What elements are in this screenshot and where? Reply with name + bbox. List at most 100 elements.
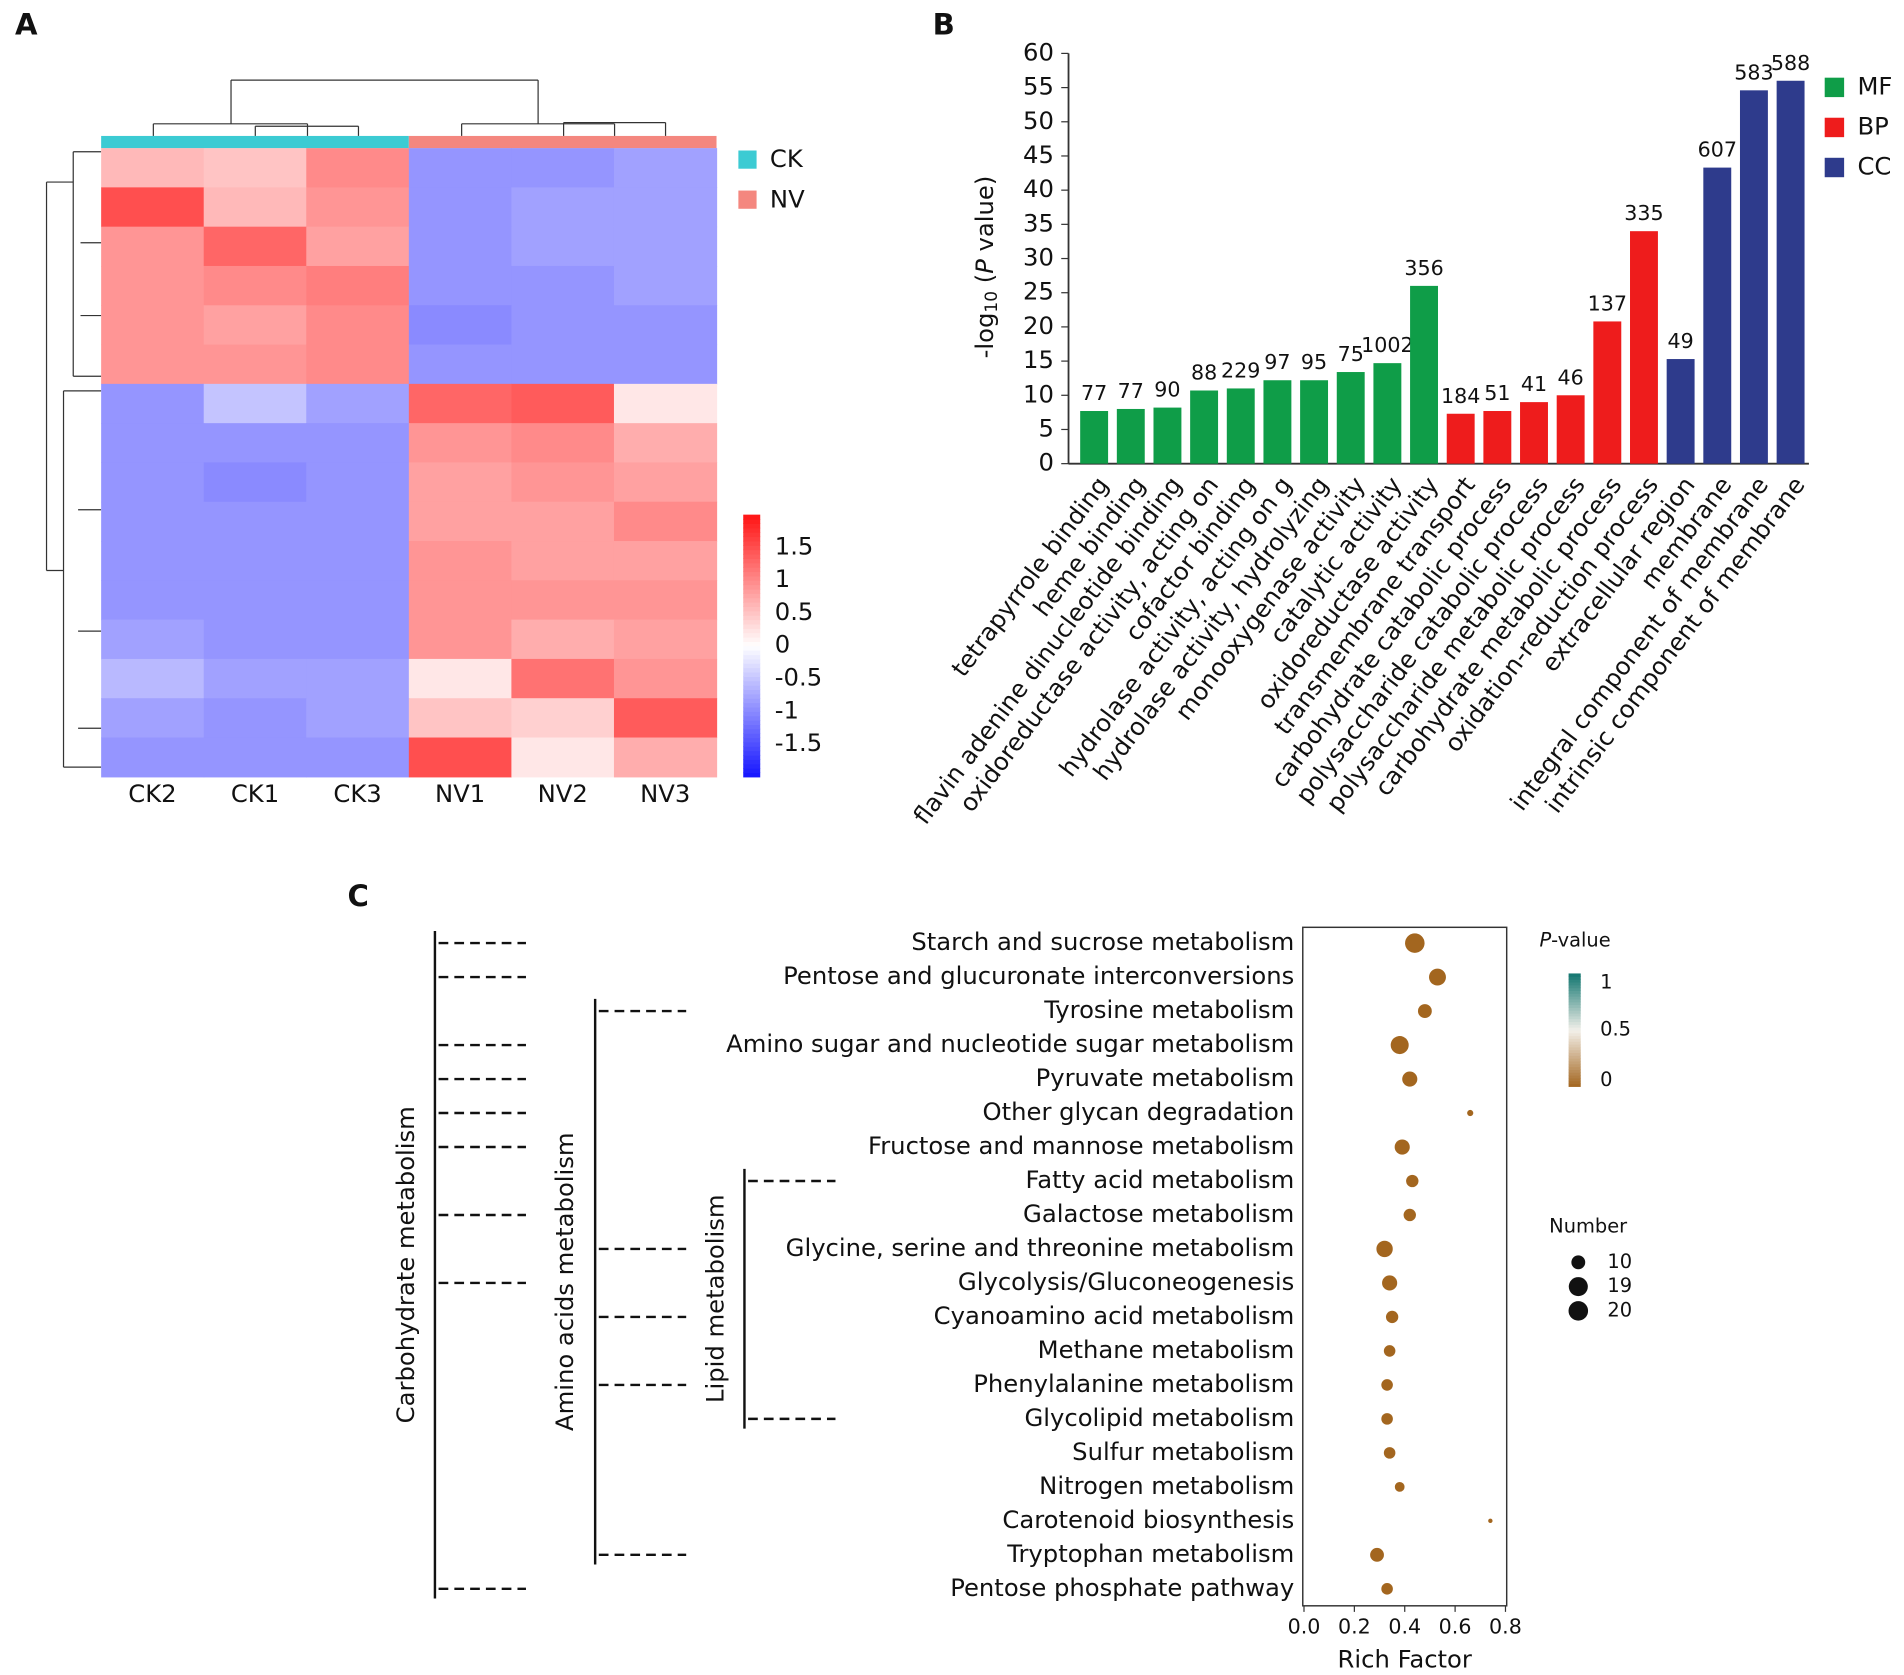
bar (1666, 359, 1695, 464)
category-label: Amino sugar and nucleotide sugar metabol… (726, 1029, 1294, 1058)
colorbar-step (1568, 1024, 1581, 1028)
colorbar-tick-label: -1.5 (775, 728, 822, 757)
colorbar-step (743, 527, 761, 533)
colorbar-step (1568, 1075, 1581, 1079)
bubble (1381, 1583, 1393, 1595)
group-label: Lipid metabolism (701, 1194, 730, 1402)
colorbar-step (1568, 1052, 1581, 1056)
heatmap-cell (203, 305, 307, 346)
colorbar-step (1568, 1083, 1581, 1087)
heatmap-cell (306, 305, 410, 346)
heatmap-cell (101, 226, 205, 267)
colorbar-step (743, 567, 761, 573)
bar-count-label: 97 (1264, 350, 1290, 374)
bar (1556, 395, 1585, 464)
colorbar-step (743, 741, 761, 747)
column-label: NV1 (435, 779, 485, 808)
heatmap-cell (613, 580, 718, 621)
column-dendrogram (152, 79, 667, 136)
plot-frame (1302, 926, 1508, 1607)
colorbar-step (743, 628, 761, 634)
heatmap-cell (101, 737, 205, 778)
heatmap-cell (203, 541, 307, 581)
heatmap-cell (511, 383, 615, 424)
category-label: Methane metabolism (1038, 1335, 1295, 1364)
colorbar-step (743, 514, 761, 520)
colorbar-step (1568, 1027, 1581, 1031)
category-label: Tryptophan metabolism (1006, 1539, 1294, 1568)
y-tick-label: 50 (1023, 106, 1054, 135)
heatmap-cell (511, 619, 615, 660)
bubble (1488, 1518, 1493, 1524)
colorbar-step (743, 768, 761, 774)
group-bar (101, 135, 409, 149)
heatmap-cell (306, 658, 410, 699)
heatmap-cell (613, 383, 718, 424)
colorbar-title: P-value (1539, 928, 1610, 951)
colorbar-step (743, 558, 761, 564)
heatmap-cell (203, 580, 307, 621)
colorbar-step (743, 623, 761, 629)
bar-count-label: 335 (1624, 201, 1663, 225)
bar-count-label: 356 (1404, 256, 1443, 280)
heatmap-cell (101, 187, 205, 228)
heatmap-cell (101, 619, 205, 660)
colorbar-step (743, 720, 761, 725)
y-tick-label: 10 (1023, 379, 1054, 408)
y-tick-label: 60 (1023, 37, 1054, 66)
bar-count-label: 137 (1588, 291, 1627, 315)
colorbar-tick-label: -1 (775, 695, 799, 724)
colorbar-step (1568, 1049, 1581, 1054)
colorbar-step (1568, 993, 1581, 997)
colorbar-step (743, 575, 761, 581)
bar (1300, 380, 1329, 464)
colorbar-step (743, 641, 761, 647)
colorbar-step (743, 619, 761, 625)
x-axis-label: Rich Factor (1338, 1644, 1472, 1673)
heatmap-cell (613, 541, 718, 581)
bar (1226, 388, 1255, 464)
bubble (1405, 933, 1425, 953)
size-legend-label: 10 (1607, 1250, 1632, 1273)
legend-swatch (1824, 117, 1845, 138)
colorbar-title-part: -value (1551, 928, 1611, 951)
bar (1080, 411, 1109, 464)
heatmap-cell (306, 737, 410, 778)
heatmap-cell (511, 501, 615, 542)
heatmap-cell (613, 698, 718, 739)
bar (1446, 413, 1475, 464)
size-legend-label: 19 (1607, 1274, 1632, 1297)
heatmap-cell (613, 619, 718, 660)
heatmap-cell (613, 148, 718, 188)
bubble (1390, 1036, 1409, 1055)
legend-label: CK (770, 144, 804, 173)
colorbar-step (743, 615, 761, 621)
colorbar-step (1568, 1069, 1581, 1073)
colorbar-step (743, 580, 761, 586)
heatmap-cell (203, 344, 307, 385)
heatmap-cell (306, 226, 410, 267)
colorbar-step (743, 676, 761, 682)
x-tick-label: 0.6 (1439, 1615, 1472, 1639)
heatmap-cell (306, 344, 410, 385)
colorbar-tick-label: 0 (1600, 1068, 1612, 1091)
heatmap-cell (306, 619, 410, 660)
colorbar-step (743, 645, 761, 651)
colorbar-step (743, 654, 761, 660)
heatmap-cell (408, 501, 513, 542)
heatmap-cell (101, 383, 205, 424)
colorbar-tick-label: 0.5 (1600, 1017, 1631, 1040)
heatmap-cell (408, 737, 513, 778)
heatmap-cell (306, 541, 410, 581)
colorbar-tick-label: 1 (1600, 971, 1612, 994)
heatmap-cell (408, 462, 513, 503)
heatmap-cell (203, 658, 307, 699)
bubble (1467, 1109, 1474, 1117)
colorbar-step (1568, 1041, 1581, 1045)
colorbar-step (743, 597, 761, 603)
heatmap-cell (101, 265, 205, 306)
y-axis-label-part: ( (970, 274, 999, 291)
colorbar-step (1568, 1077, 1581, 1082)
x-tick-label: 0.2 (1338, 1615, 1371, 1639)
colorbar-step (743, 759, 761, 765)
